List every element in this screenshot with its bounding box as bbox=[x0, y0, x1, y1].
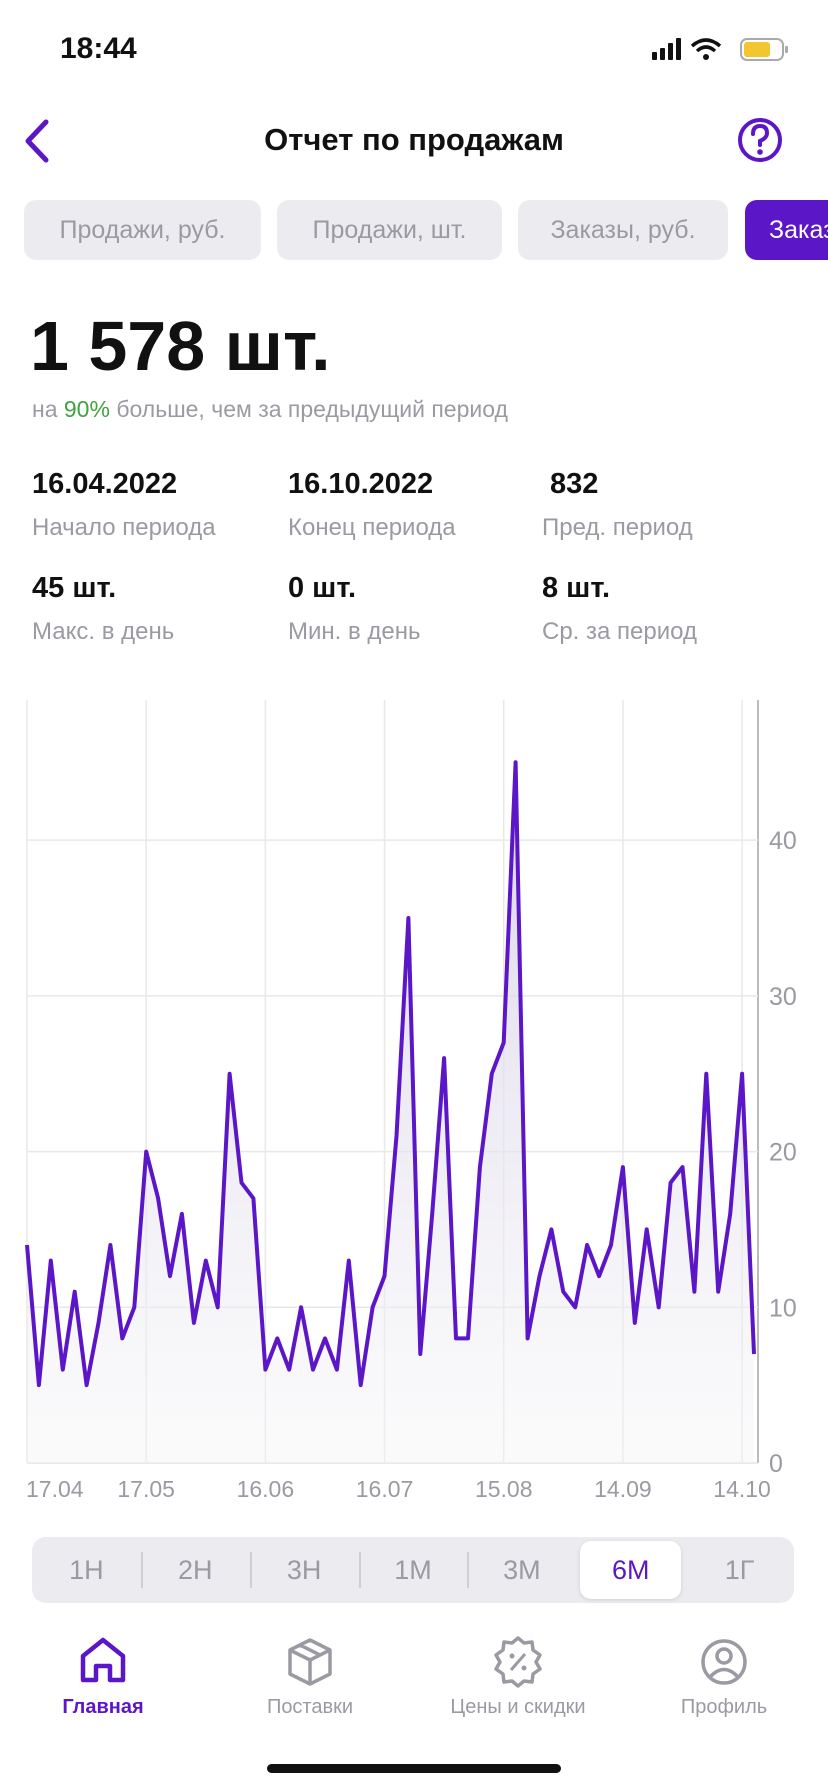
y-tick-label: 40 bbox=[769, 827, 797, 855]
period-option[interactable]: 3Н bbox=[286, 1555, 322, 1585]
separator bbox=[358, 1552, 361, 1588]
nav-item[interactable]: Главная bbox=[62, 1696, 144, 1718]
stat-value: 16.10.2022 bbox=[288, 468, 434, 500]
header-title: Отчет по продажам bbox=[264, 122, 564, 157]
x-tick-label: 17.05 bbox=[117, 1476, 175, 1502]
tab[interactable]: Заказы, руб. bbox=[518, 200, 728, 260]
back-button[interactable] bbox=[22, 118, 52, 164]
separator bbox=[140, 1552, 143, 1588]
nav-item[interactable]: Профиль bbox=[680, 1696, 768, 1718]
stat-label: Конец периода bbox=[288, 514, 456, 541]
y-tick-label: 20 bbox=[769, 1139, 797, 1167]
nav-item[interactable]: Цены и скидки bbox=[450, 1696, 586, 1718]
period-option[interactable]: 1Г bbox=[724, 1555, 755, 1585]
tab[interactable]: Продажи, шт. bbox=[277, 200, 502, 260]
x-tick-label: 16.06 bbox=[237, 1476, 295, 1502]
period-option[interactable]: 2Н bbox=[178, 1555, 213, 1585]
nav-item[interactable]: Поставки bbox=[266, 1696, 354, 1718]
x-tick-label: 16.07 bbox=[356, 1476, 414, 1502]
period-option[interactable]: 3М bbox=[503, 1555, 541, 1585]
stat-value: 45 шт. bbox=[32, 572, 117, 604]
stat-label: Пред. период bbox=[542, 514, 693, 541]
status-icons bbox=[652, 38, 788, 61]
stat-value: 0 шт. bbox=[288, 572, 357, 604]
nav-icons bbox=[80, 1636, 747, 1688]
x-tick-label: 14.10 bbox=[713, 1476, 771, 1502]
chart: 0 10 20 30 40 17.04 17.05 16.06 16.07 15.08 14.09 1… bbox=[25, 700, 797, 1502]
y-tick-label: 10 bbox=[769, 1294, 797, 1322]
x-tick-label: 14.09 bbox=[594, 1476, 652, 1502]
x-tick-label: 17.04 bbox=[26, 1476, 84, 1502]
stat-label: Начало периода bbox=[32, 514, 216, 541]
tab[interactable]: Заказы, шт. bbox=[745, 200, 828, 260]
help-button[interactable] bbox=[736, 116, 784, 164]
y-tick-label: 30 bbox=[769, 983, 797, 1011]
area bbox=[27, 762, 754, 1463]
summary-value: 1 578 шт. bbox=[30, 307, 331, 385]
tab[interactable]: Продажи, руб. bbox=[24, 200, 261, 260]
stat-value: 832 bbox=[550, 468, 599, 500]
status-time: 18:44 bbox=[60, 32, 137, 65]
period-option[interactable]: 1М bbox=[394, 1555, 432, 1585]
note-prefix: на bbox=[32, 396, 58, 422]
stat-label: Ср. за период bbox=[542, 618, 697, 645]
period-highlight bbox=[580, 1541, 682, 1599]
period-option[interactable]: 1Н bbox=[69, 1555, 104, 1585]
stat-label: Макс. в день bbox=[32, 618, 175, 645]
note-highlight: 90% bbox=[63, 396, 110, 422]
separator bbox=[249, 1552, 252, 1588]
line bbox=[25, 760, 756, 1388]
note-suffix: больше, чем за предыдущий период bbox=[116, 396, 508, 422]
period-option[interactable]: 6М bbox=[611, 1555, 650, 1585]
stat-label: Мин. в день bbox=[288, 618, 421, 645]
y-tick-label: 0 bbox=[769, 1450, 783, 1478]
summary-note: на 90% больше, чем за предыдущий период bbox=[32, 396, 508, 423]
separator bbox=[467, 1552, 470, 1588]
stat-value: 16.04.2022 bbox=[32, 468, 178, 500]
x-tick-label: 15.08 bbox=[475, 1476, 533, 1502]
home-indicator bbox=[267, 1764, 561, 1773]
stat-value: 8 шт. bbox=[542, 572, 611, 604]
